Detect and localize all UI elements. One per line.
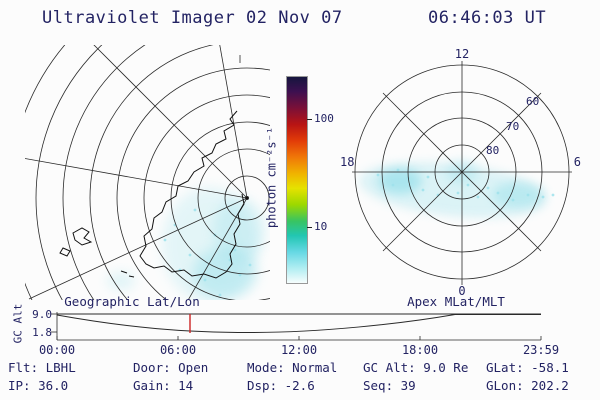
page-title: Ultraviolet Imager: [42, 8, 236, 28]
status-gcalt: GC Alt: 9.0 Re: [363, 360, 469, 375]
mlt-0-label: 0: [458, 284, 465, 298]
colorbar-tick-100-mark: [307, 119, 312, 120]
auroral-emission-right: [359, 160, 555, 218]
altitude-curve: [56, 313, 541, 334]
right-panel-title: Apex MLat/MLT: [407, 295, 505, 309]
status-dsp: Dsp: -2.6: [247, 378, 315, 393]
mlat-mlt-grid: [352, 61, 572, 285]
xtick-1800: 18:00: [402, 343, 438, 357]
mlat-70-label: 70: [506, 120, 519, 133]
mlt-18-label: 18: [340, 155, 354, 169]
date-label: 02 Nov 07: [246, 8, 343, 28]
xtick-0000: 00:00: [39, 343, 75, 357]
xtick-2359: 23:59: [523, 343, 559, 357]
colorbar-units-label: photon cm⁻²s⁻¹: [264, 126, 279, 229]
colorbar-tick-100: 100: [314, 112, 334, 125]
gc-alt-axis-label: GC Alt: [11, 303, 25, 344]
status-mode: Mode: Normal: [247, 360, 338, 375]
time-label: 06:46:03 UT: [428, 8, 547, 28]
lat-lon-grid: [25, 45, 270, 300]
status-ip: IP: 36.0: [8, 378, 69, 393]
mlat-60-label: 60: [526, 95, 539, 108]
altitude-axes: [51, 312, 542, 341]
colorbar-tick-10: 10: [314, 220, 328, 233]
xtick-0600: 06:00: [160, 343, 196, 357]
orbit-altitude-plot: Geographic Lat/Lon Apex MLat/MLT 9.0 1.8…: [32, 295, 559, 357]
geographic-panel: [25, 45, 270, 300]
status-glon: GLon: 202.2: [486, 378, 569, 393]
xtick-1200: 12:00: [281, 343, 317, 357]
mlat-80-label: 80: [486, 144, 499, 157]
ytick-9: 9.0: [32, 308, 52, 321]
status-seq: Seq: 39: [363, 378, 416, 393]
status-flt: Flt: LBHL: [8, 360, 76, 375]
status-door: Door: Open: [133, 360, 209, 375]
mlt-6-label: 6: [574, 155, 581, 169]
status-gain: Gain: 14: [133, 378, 194, 393]
colorbar-gradient: [286, 76, 308, 284]
colorbar-tick-10-mark: [307, 227, 312, 228]
status-glat: GLat: -58.1: [486, 360, 569, 375]
mlt-12-label: 12: [455, 47, 469, 61]
left-panel-title: Geographic Lat/Lon: [64, 295, 199, 309]
antarctica-coastline: [59, 110, 245, 279]
ytick-1-8: 1.8: [32, 326, 52, 339]
apex-panel: 12 18 6 0 60 70 80: [340, 47, 581, 298]
